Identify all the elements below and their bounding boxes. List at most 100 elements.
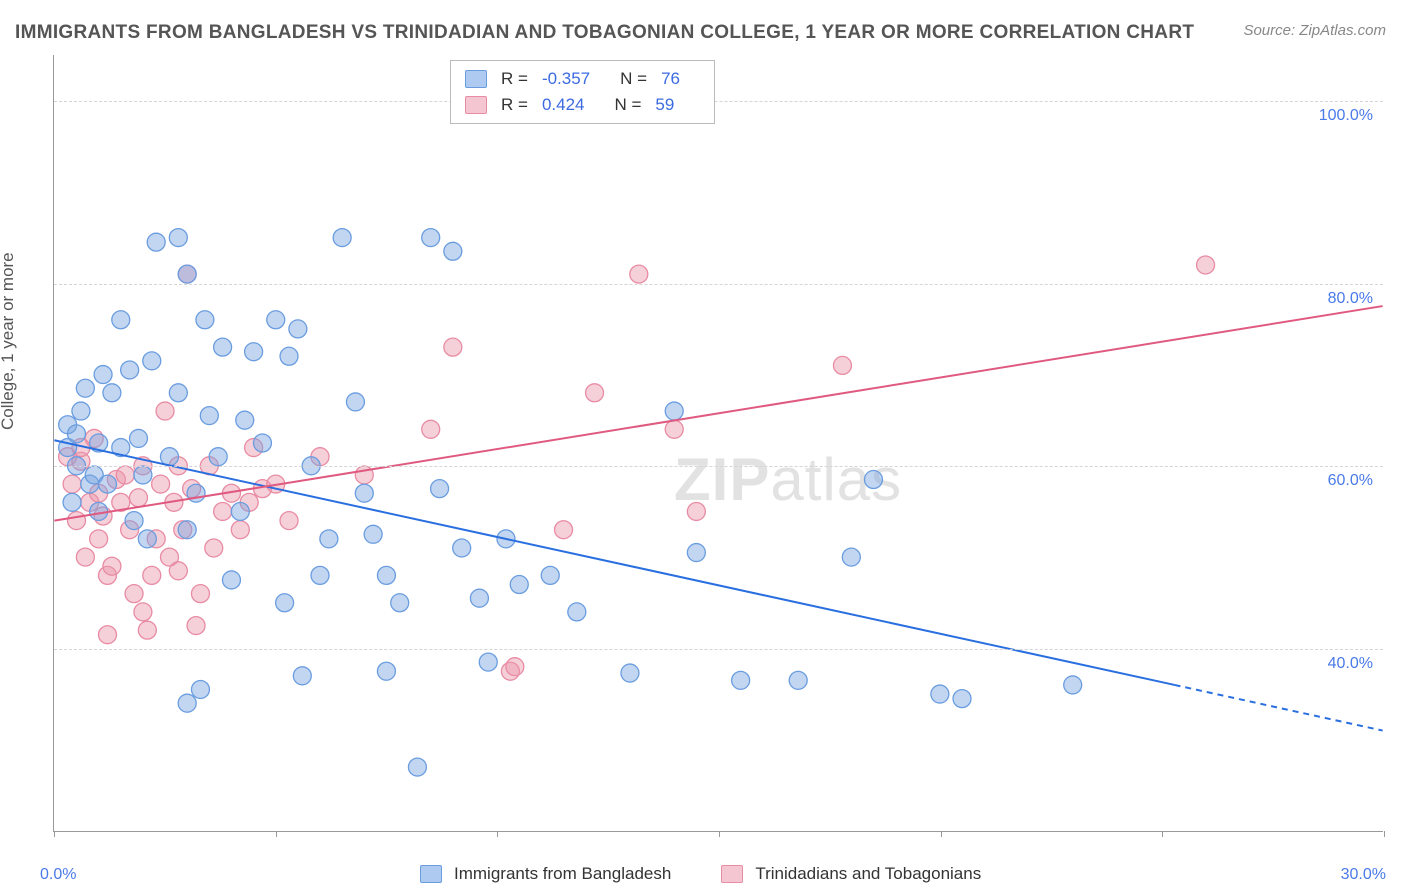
scatter-point — [1197, 256, 1215, 274]
r-value-blue: -0.357 — [542, 66, 590, 92]
scatter-point — [236, 411, 254, 429]
scatter-point — [143, 566, 161, 584]
scatter-point — [231, 521, 249, 539]
scatter-point — [293, 667, 311, 685]
scatter-point — [276, 594, 294, 612]
scatter-point — [214, 338, 232, 356]
scatter-point — [864, 471, 882, 489]
scatter-point — [842, 548, 860, 566]
scatter-point — [156, 402, 174, 420]
y-tick-label: 40.0% — [1328, 655, 1373, 673]
scatter-point — [453, 539, 471, 557]
scatter-point — [245, 343, 263, 361]
plot-area: ZIPatlas 40.0%60.0%80.0%100.0% — [53, 55, 1383, 832]
scatter-point — [138, 621, 156, 639]
scatter-point — [555, 521, 573, 539]
scatter-point — [103, 557, 121, 575]
gridline-horizontal — [54, 101, 1383, 102]
scatter-point — [191, 681, 209, 699]
scatter-point — [205, 539, 223, 557]
series-legend: Immigrants from Bangladesh Trinidadians … — [420, 864, 981, 884]
trend-line — [1175, 685, 1383, 731]
scatter-point — [147, 233, 165, 251]
scatter-point — [833, 356, 851, 374]
swatch-blue-icon — [420, 865, 442, 883]
scatter-point — [687, 502, 705, 520]
scatter-point — [630, 265, 648, 283]
scatter-point — [665, 420, 683, 438]
scatter-point — [377, 566, 395, 584]
n-value-blue: 76 — [661, 66, 680, 92]
legend-item-blue: Immigrants from Bangladesh — [420, 864, 671, 884]
scatter-point — [280, 512, 298, 530]
r-label: R = — [501, 66, 528, 92]
scatter-point — [98, 475, 116, 493]
n-value-pink: 59 — [655, 92, 674, 118]
scatter-point — [333, 229, 351, 247]
scatter-point — [187, 617, 205, 635]
r-value-pink: 0.424 — [542, 92, 585, 118]
scatter-point — [94, 366, 112, 384]
scatter-point — [444, 338, 462, 356]
legend-label-pink: Trinidadians and Tobagonians — [755, 864, 981, 884]
swatch-pink-icon — [721, 865, 743, 883]
scatter-point — [196, 311, 214, 329]
trend-line — [54, 306, 1382, 521]
scatter-point — [143, 352, 161, 370]
swatch-pink-icon — [465, 96, 487, 114]
scatter-point — [280, 347, 298, 365]
scatter-point — [253, 434, 271, 452]
correlation-legend: R = -0.357 N = 76 R = 0.424 N = 59 — [450, 60, 715, 124]
scatter-point — [138, 530, 156, 548]
scatter-point — [134, 466, 152, 484]
scatter-point — [355, 484, 373, 502]
scatter-point — [510, 576, 528, 594]
x-tick — [719, 831, 720, 837]
scatter-point — [408, 758, 426, 776]
scatter-point — [209, 448, 227, 466]
scatter-point — [289, 320, 307, 338]
scatter-point — [76, 548, 94, 566]
legend-label-blue: Immigrants from Bangladesh — [454, 864, 671, 884]
y-tick-label: 80.0% — [1328, 290, 1373, 308]
gridline-horizontal — [54, 649, 1383, 650]
scatter-point — [931, 685, 949, 703]
scatter-point — [732, 671, 750, 689]
scatter-point — [444, 242, 462, 260]
gridline-horizontal — [54, 284, 1383, 285]
scatter-point — [125, 585, 143, 603]
scatter-point — [364, 525, 382, 543]
scatter-point — [377, 662, 395, 680]
y-tick-label: 60.0% — [1328, 472, 1373, 490]
r-label: R = — [501, 92, 528, 118]
x-tick — [1384, 831, 1385, 837]
scatter-point — [98, 626, 116, 644]
scatter-point — [169, 229, 187, 247]
scatter-point — [90, 530, 108, 548]
scatter-point — [191, 585, 209, 603]
scatter-point — [116, 466, 134, 484]
scatter-point — [586, 384, 604, 402]
scatter-point — [169, 384, 187, 402]
scatter-point — [160, 448, 178, 466]
scatter-point — [68, 512, 86, 530]
scatter-point — [129, 489, 147, 507]
scatter-point — [953, 690, 971, 708]
scatter-point — [125, 512, 143, 530]
scatter-point — [470, 589, 488, 607]
scatter-point — [568, 603, 586, 621]
scatter-point — [431, 480, 449, 498]
scatter-point — [121, 361, 139, 379]
scatter-point — [112, 311, 130, 329]
scatter-point — [169, 562, 187, 580]
scatter-point — [422, 229, 440, 247]
legend-item-pink: Trinidadians and Tobagonians — [721, 864, 981, 884]
scatter-point — [200, 407, 218, 425]
swatch-blue-icon — [465, 70, 487, 88]
chart-title: IMMIGRANTS FROM BANGLADESH VS TRINIDADIA… — [15, 22, 1194, 44]
scatter-point — [479, 653, 497, 671]
scatter-point — [134, 603, 152, 621]
scatter-point — [178, 521, 196, 539]
n-label: N = — [614, 92, 641, 118]
scatter-point — [621, 664, 639, 682]
